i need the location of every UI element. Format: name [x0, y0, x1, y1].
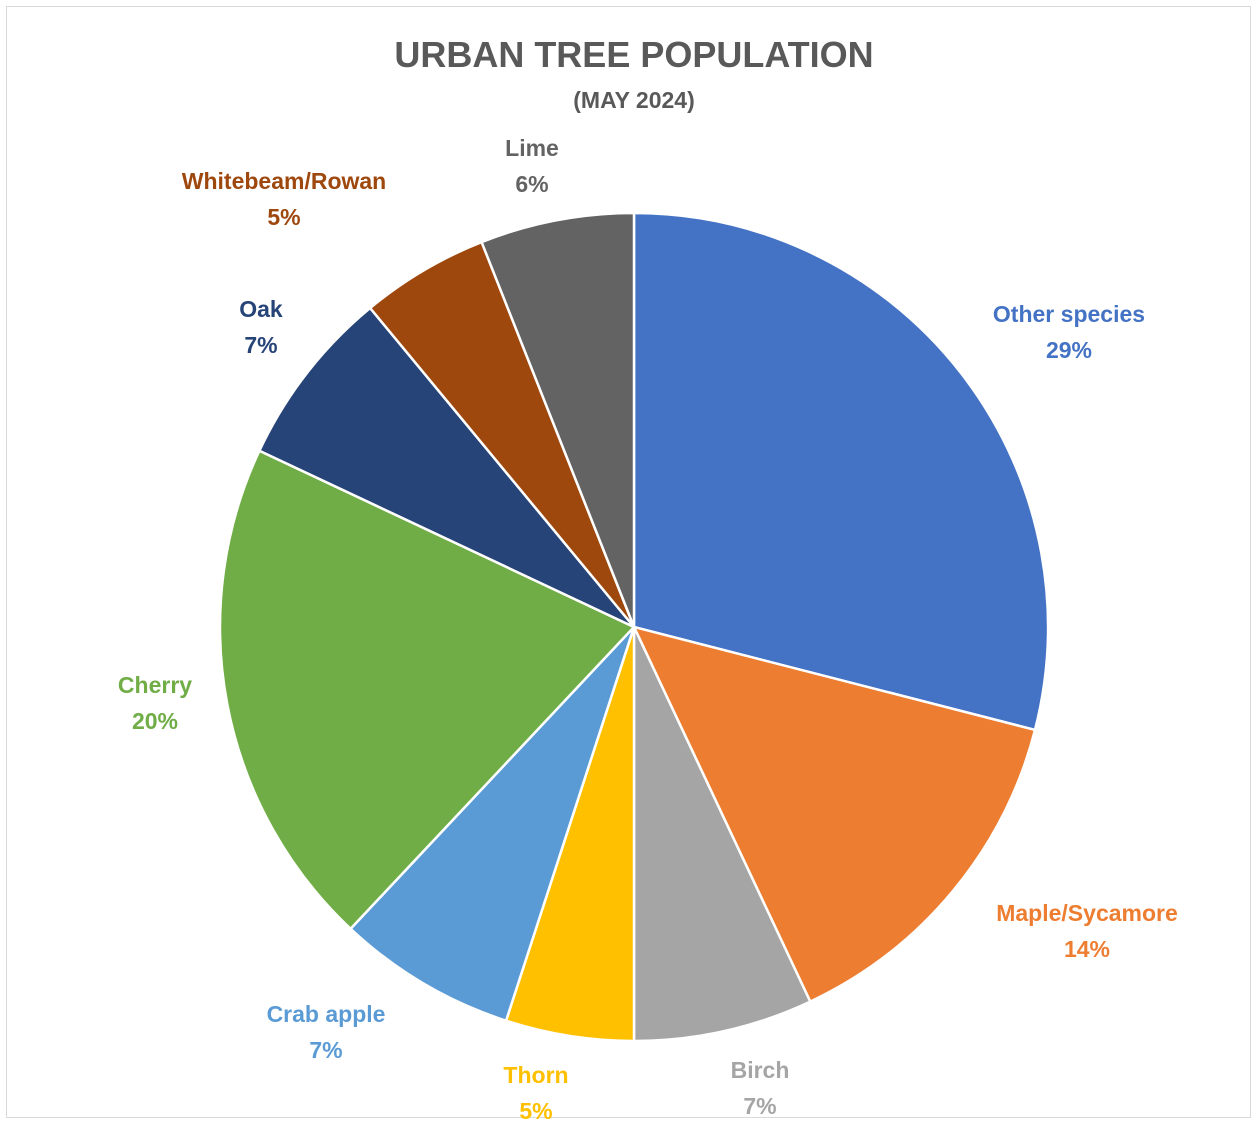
slice-label-crab-apple: Crab apple — [267, 1001, 386, 1027]
slice-label-other-species: Other species — [993, 301, 1145, 327]
pie-slice-crab-apple — [349, 625, 636, 1022]
slice-label-oak: Oak — [239, 296, 283, 322]
slice-value-birch: 7% — [743, 1093, 776, 1119]
slice-label-cherry: Cherry — [118, 672, 192, 698]
slice-label-lime: Lime — [505, 135, 559, 161]
slice-label-birch: Birch — [731, 1057, 790, 1083]
slice-label-maple-sycamore: Maple/Sycamore — [996, 900, 1178, 926]
slice-value-oak: 7% — [244, 332, 277, 358]
slice-value-crab-apple: 7% — [309, 1037, 342, 1063]
pie-slice-lime — [480, 211, 636, 629]
slice-value-cherry: 20% — [132, 708, 178, 734]
pie-slice-maple-sycamore — [632, 625, 1037, 1003]
slice-value-other-species: 29% — [1046, 337, 1092, 363]
chart-subtitle: (MAY 2024) — [573, 87, 694, 113]
slice-value-thorn: 5% — [519, 1098, 552, 1124]
pie-slice-cherry — [218, 449, 636, 931]
slice-value-lime: 6% — [515, 171, 548, 197]
pie-slice-oak — [258, 306, 636, 629]
slice-value-whitebeam-rowan: 5% — [267, 204, 300, 230]
pie-slice-other-species — [632, 211, 1050, 732]
slice-label-thorn: Thorn — [503, 1062, 568, 1088]
pie-labels: Other species 29% Maple/Sycamore 14% Birch 7%… — [118, 135, 1178, 1124]
slice-label-whitebeam-rowan: Whitebeam/Rowan — [182, 168, 386, 194]
chart-title: URBAN TREE POPULATION — [394, 34, 873, 75]
pie-slices — [218, 211, 1050, 1043]
pie-slice-birch — [632, 625, 812, 1043]
slice-value-maple-sycamore: 14% — [1064, 936, 1110, 962]
